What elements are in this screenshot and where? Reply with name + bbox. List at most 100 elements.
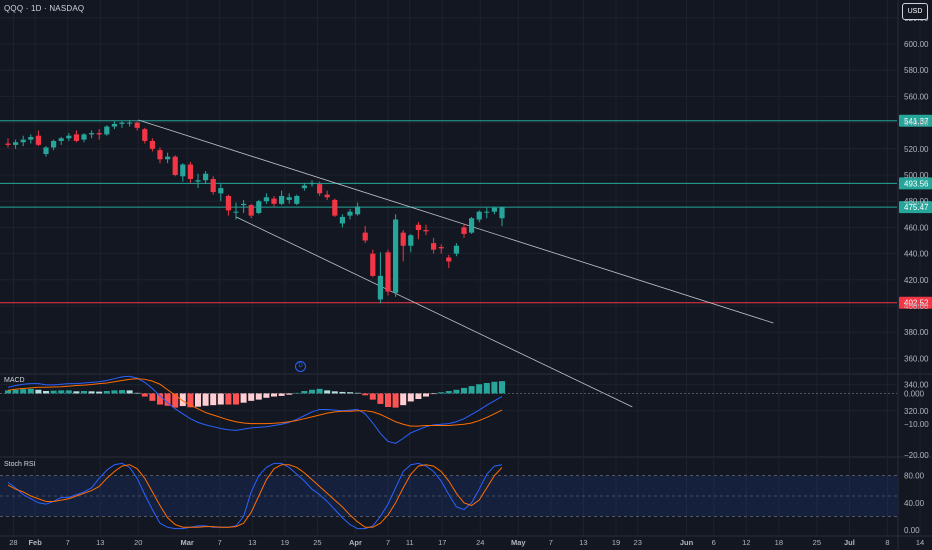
level-price-label: 541.37: [904, 117, 929, 126]
candle-body: [446, 257, 452, 262]
macd-histogram-bar: [12, 389, 19, 394]
macd-histogram-bar: [149, 393, 156, 401]
candle-body: [172, 156, 178, 175]
candle-body: [66, 135, 72, 139]
macd-histogram-bar: [58, 390, 65, 394]
candle-body: [180, 164, 186, 177]
stoch-tick-label: 80.00: [904, 472, 925, 481]
macd-histogram-bar: [453, 389, 460, 394]
trendline: [138, 119, 774, 324]
level-price-label: 493.56: [904, 179, 929, 188]
macd-histogram-bar: [415, 393, 422, 399]
dividend-marker-icon[interactable]: D: [295, 361, 306, 372]
macd-histogram-bar: [407, 393, 414, 402]
macd-histogram-bar: [217, 393, 224, 405]
time-tick-label: 7: [218, 538, 222, 547]
candle-body: [81, 134, 87, 140]
time-axis[interactable]: 28 Feb 7 13 20 Mar 7 13 19 25 Apr 7 11 17 24 May 7 13 19 23…: [9, 538, 924, 547]
stoch-k-line: [7, 462, 503, 530]
macd-histogram-bar: [35, 389, 42, 394]
candle-body: [332, 199, 338, 216]
macd-histogram-bar: [483, 383, 490, 394]
macd-histogram-bar: [126, 390, 133, 394]
macd-histogram-bar: [233, 393, 239, 405]
candle-body: [210, 178, 216, 193]
candle-body: [499, 207, 505, 219]
price-tick-label: 540.00: [904, 119, 929, 128]
macd-signal-line: [7, 378, 503, 427]
price-tick-label: 500.00: [904, 171, 929, 180]
time-tick-label: 6: [712, 538, 716, 547]
price-tick-label: 400.00: [904, 302, 929, 311]
price-tick-label: 600.00: [904, 40, 929, 49]
macd-histogram-bar: [50, 390, 57, 394]
time-tick-label: 13: [248, 538, 256, 547]
candle-body: [431, 243, 437, 250]
macd-label: MACD: [4, 377, 25, 384]
candle-body: [317, 184, 323, 194]
candle-body: [324, 194, 330, 198]
macd-histogram-bar: [286, 393, 293, 395]
candle-body: [111, 123, 117, 127]
trendline: [235, 216, 633, 408]
price-tick-label: 360.00: [904, 354, 929, 363]
symbol-title: QQQ · 1D · NASDAQ: [4, 4, 85, 13]
price-tick-label: 420.00: [904, 276, 929, 285]
currency-button[interactable]: USD: [902, 3, 928, 20]
candle-body: [362, 232, 368, 241]
time-tick-label: 19: [612, 538, 620, 547]
macd-histogram-bar: [377, 393, 384, 404]
macd-histogram-bar: [119, 390, 125, 394]
horizontal-levels: 541.37 493.56 475.47 402.52: [0, 114, 932, 309]
level-price-badge: [899, 201, 932, 214]
time-tick-label: 25: [813, 538, 821, 547]
macd-histogram-bar: [347, 392, 353, 394]
candle-body: [476, 211, 482, 220]
macd-histogram-bar: [339, 391, 346, 394]
candle-body: [187, 164, 193, 179]
candle-body: [157, 150, 163, 160]
level-price-label: 402.52: [904, 299, 929, 308]
macd-histogram-bar: [134, 392, 141, 394]
time-tick-label: 18: [775, 538, 783, 547]
price-tick-label: 520.00: [904, 145, 929, 154]
macd-histogram-bar: [309, 389, 315, 394]
time-tick-label: 24: [476, 538, 484, 547]
candle-body: [415, 224, 421, 231]
macd-histogram-bar: [43, 391, 49, 394]
candle-body: [263, 197, 269, 202]
macd-histogram-bar: [103, 391, 110, 394]
stoch-rsi-pane: 80.00 40.00 0.00: [0, 462, 925, 535]
candle-body: [438, 247, 444, 249]
time-tick-label: 12: [742, 538, 750, 547]
time-tick-label: 28: [9, 538, 17, 547]
macd-histogram-bar: [499, 381, 505, 394]
level-price-badge: [899, 114, 932, 127]
time-tick-label: 13: [96, 538, 104, 547]
candle-body: [165, 156, 171, 160]
price-axis[interactable]: 620.00600.00580.00560.00540.00520.00500.…: [904, 14, 929, 416]
macd-histogram-bar: [301, 391, 308, 394]
candle-body: [142, 129, 148, 141]
time-tick-label: 23: [634, 538, 642, 547]
price-tick-label: 460.00: [904, 223, 929, 232]
macd-histogram-bar: [96, 391, 103, 394]
stoch-band-fill: [0, 475, 897, 517]
macd-histogram-bar: [179, 393, 186, 407]
macd-histogram-bar: [316, 388, 323, 394]
time-tick-label: May: [511, 538, 526, 547]
stoch-tick-label: 0.00: [904, 526, 920, 535]
candle-body: [491, 207, 497, 212]
macd-histogram-bar: [491, 381, 498, 394]
candle-body: [408, 235, 414, 246]
macd-histogram-bar: [27, 388, 34, 394]
macd-histogram-bar: [195, 393, 201, 407]
time-tick-label: 11: [406, 538, 414, 547]
macd-histogram-bar: [225, 393, 232, 405]
macd-histogram-bar: [65, 390, 72, 394]
macd-histogram-bar: [461, 387, 467, 394]
macd-histogram-bar: [20, 389, 27, 394]
candle-body: [256, 201, 262, 213]
macd-histogram-bar: [271, 393, 277, 397]
